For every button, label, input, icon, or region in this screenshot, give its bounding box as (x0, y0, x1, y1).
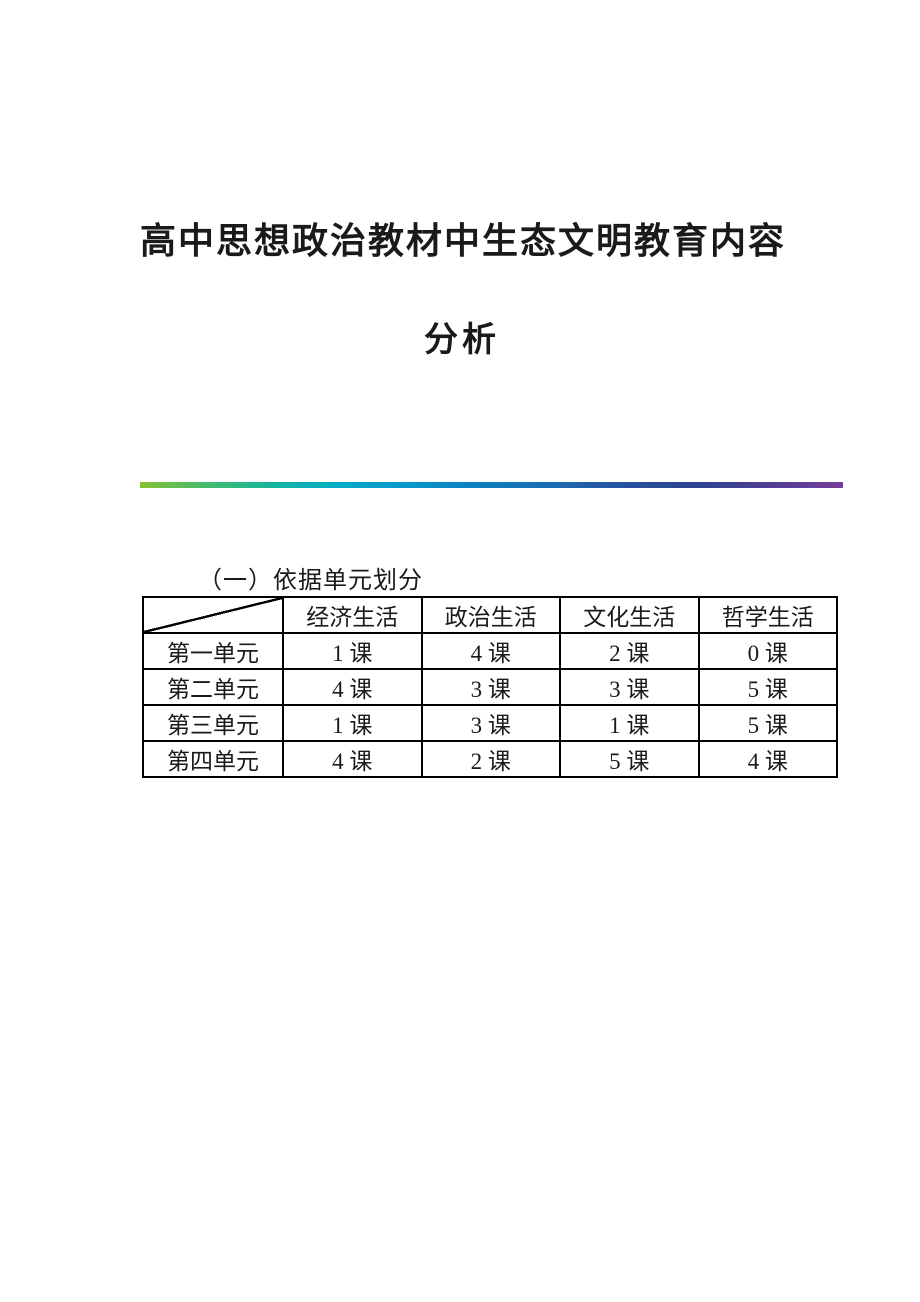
gradient-divider (140, 482, 843, 488)
table-cell: 3 课 (559, 668, 700, 706)
table-cell: 2 课 (559, 632, 700, 670)
table-cell: 5 课 (697, 668, 838, 706)
column-header: 哲学生活 (697, 596, 838, 634)
row-label: 第四单元 (142, 740, 284, 778)
table-row: 第四单元 4 课 2 课 5 课 4 课 (142, 740, 838, 778)
table-cell: 3 课 (420, 704, 561, 742)
table-cell: 3 课 (420, 668, 561, 706)
table-cell: 4 课 (697, 740, 838, 778)
table-cell: 4 课 (420, 632, 561, 670)
row-label: 第二单元 (142, 668, 284, 706)
row-label: 第一单元 (142, 632, 284, 670)
table-cell: 2 课 (420, 740, 561, 778)
column-header: 文化生活 (559, 596, 700, 634)
table-corner-diagonal-cell (142, 596, 284, 634)
table-cell: 4 课 (282, 668, 423, 706)
table-row: 第二单元 4 课 3 课 3 课 5 课 (142, 668, 838, 706)
table-cell: 5 课 (697, 704, 838, 742)
unit-course-table: 经济生活 政治生活 文化生活 哲学生活 第一单元 1 课 4 课 2 课 0 课… (142, 596, 838, 778)
table-cell: 0 课 (697, 632, 838, 670)
table-cell: 5 课 (559, 740, 700, 778)
table-header-row: 经济生活 政治生活 文化生活 哲学生活 (142, 596, 838, 634)
section-heading: （一）依据单元划分 (198, 568, 423, 594)
table-row: 第一单元 1 课 4 课 2 课 0 课 (142, 632, 838, 670)
table-row: 第三单元 1 课 3 课 1 课 5 课 (142, 704, 838, 742)
row-label: 第三单元 (142, 704, 284, 742)
document-title-line2: 分析 (424, 322, 500, 359)
table-cell: 1 课 (559, 704, 700, 742)
table-cell: 4 课 (282, 740, 423, 778)
table-cell: 1 课 (282, 632, 423, 670)
column-header: 经济生活 (282, 596, 423, 634)
column-header: 政治生活 (420, 596, 561, 634)
document-title-line1: 高中思想政治教材中生态文明教育内容 (140, 221, 787, 261)
table-cell: 1 课 (282, 704, 423, 742)
